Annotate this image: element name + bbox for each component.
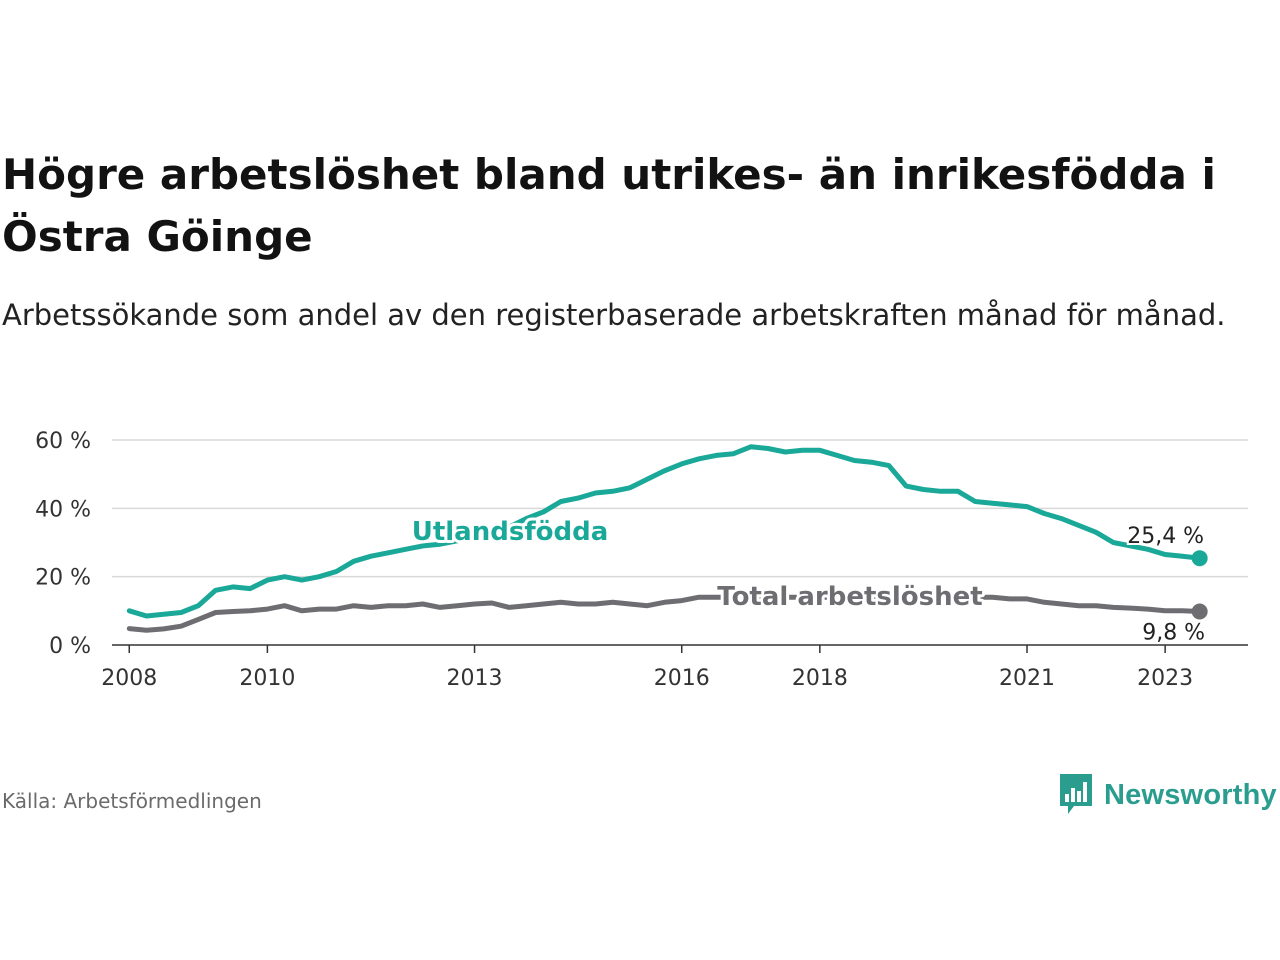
x-tick-label: 2010	[239, 666, 295, 691]
series-lines	[126, 444, 1208, 633]
y-axis-tick-labels: 0 % 20 % 40 % 60 %	[35, 429, 91, 659]
x-tick-label: 2018	[792, 666, 848, 691]
x-tick-label: 2008	[101, 666, 157, 691]
series-line-total	[126, 594, 1203, 633]
y-tick-label: 60 %	[35, 429, 91, 454]
series-end-point	[1191, 603, 1208, 620]
x-tick-label: 2023	[1137, 666, 1193, 691]
newsworthy-logo[interactable]: Newsworthy	[1058, 772, 1277, 818]
y-tick-label: 40 %	[35, 497, 91, 522]
chart-title: Högre arbetslöshet bland utrikes- än inr…	[2, 150, 1216, 261]
series-end-value: 9,8 %	[1142, 621, 1205, 646]
x-tick-label: 2016	[654, 666, 710, 691]
newsworthy-chart-icon	[1060, 774, 1092, 814]
series-line-utlandsfodda	[126, 444, 1203, 619]
source-note: Källa: Arbetsförmedlingen	[2, 789, 262, 813]
y-tick-label: 20 %	[35, 566, 91, 591]
series-end-value: 25,4 %	[1127, 524, 1204, 549]
x-tick-label: 2021	[999, 666, 1055, 691]
series-name-label: Total arbetslöshet	[717, 582, 982, 612]
chart-subtitle: Arbetssökande som andel av den registerb…	[2, 298, 1226, 332]
line-chart: 0 % 20 % 40 % 60 % 2008 2010 2013 2016 2018 2021…	[35, 429, 1248, 691]
series-name-label: Utlandsfödda	[412, 517, 609, 547]
series-labels: 25,4 % 9,8 % Utlandsfödda Total arbetslöshe…	[409, 514, 1207, 648]
series-end-point	[1191, 550, 1208, 567]
x-axis: 2008 2010 2013 2016 2018 2021 2023	[101, 644, 1248, 691]
x-tick-label: 2013	[447, 666, 503, 691]
gridlines	[112, 439, 1248, 578]
y-tick-label: 0 %	[49, 634, 91, 659]
brand-name: Newsworthy	[1104, 778, 1277, 811]
